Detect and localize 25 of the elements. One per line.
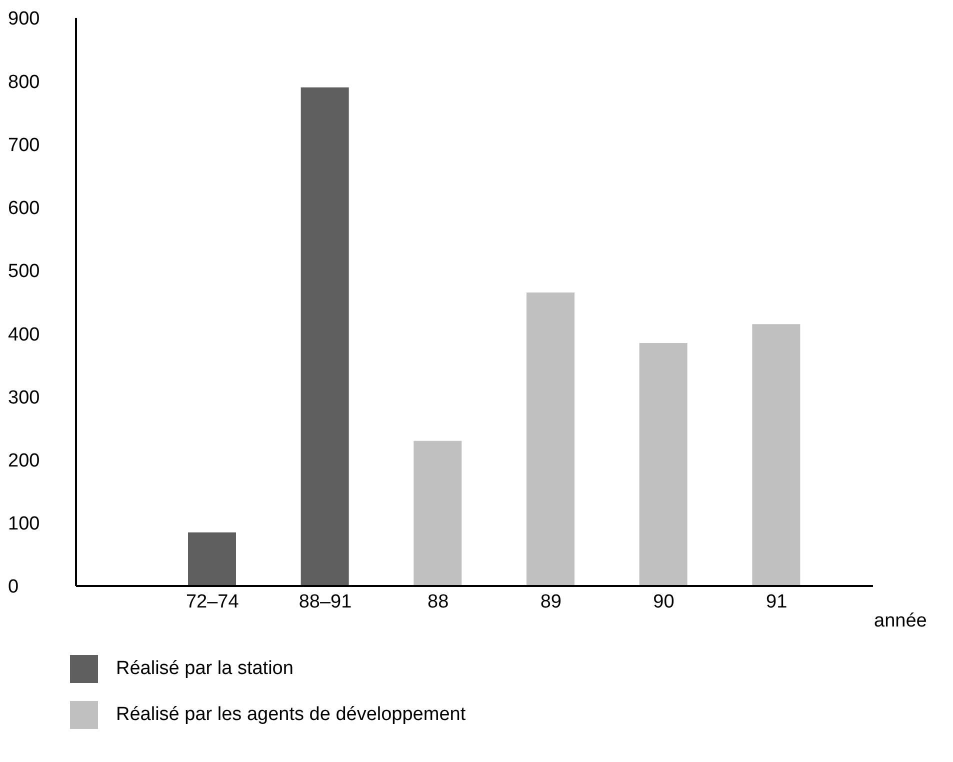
- x-tick-label: 72–74: [186, 591, 240, 612]
- bar: [414, 440, 462, 586]
- x-tick-label: 89: [540, 591, 562, 612]
- bar: [188, 532, 236, 586]
- x-tick-label: 91: [766, 591, 788, 612]
- bar: [639, 343, 688, 586]
- y-tick-label: 900: [8, 8, 40, 30]
- x-axis-title: année: [874, 610, 927, 632]
- x-tick-label: 88–91: [298, 591, 352, 612]
- y-tick-label: 800: [8, 72, 40, 93]
- y-tick-label: 600: [8, 198, 40, 220]
- bar: [526, 292, 574, 586]
- y-tick-label: 300: [8, 387, 40, 408]
- bar: [300, 87, 349, 586]
- legend-label: Réalisé par la station: [116, 658, 294, 680]
- legend-label: Réalisé par les agents de développement: [116, 704, 466, 726]
- y-tick-label: 500: [8, 261, 40, 282]
- y-tick-label: 100: [8, 514, 40, 535]
- x-tick-label: 90: [653, 591, 674, 612]
- y-tick-label: 700: [8, 134, 40, 156]
- y-tick-label: 0: [8, 576, 19, 598]
- x-tick-label: 88: [428, 591, 449, 612]
- y-tick-label: 200: [8, 450, 40, 472]
- y-tick-label: 400: [8, 324, 40, 346]
- bar: [752, 324, 800, 586]
